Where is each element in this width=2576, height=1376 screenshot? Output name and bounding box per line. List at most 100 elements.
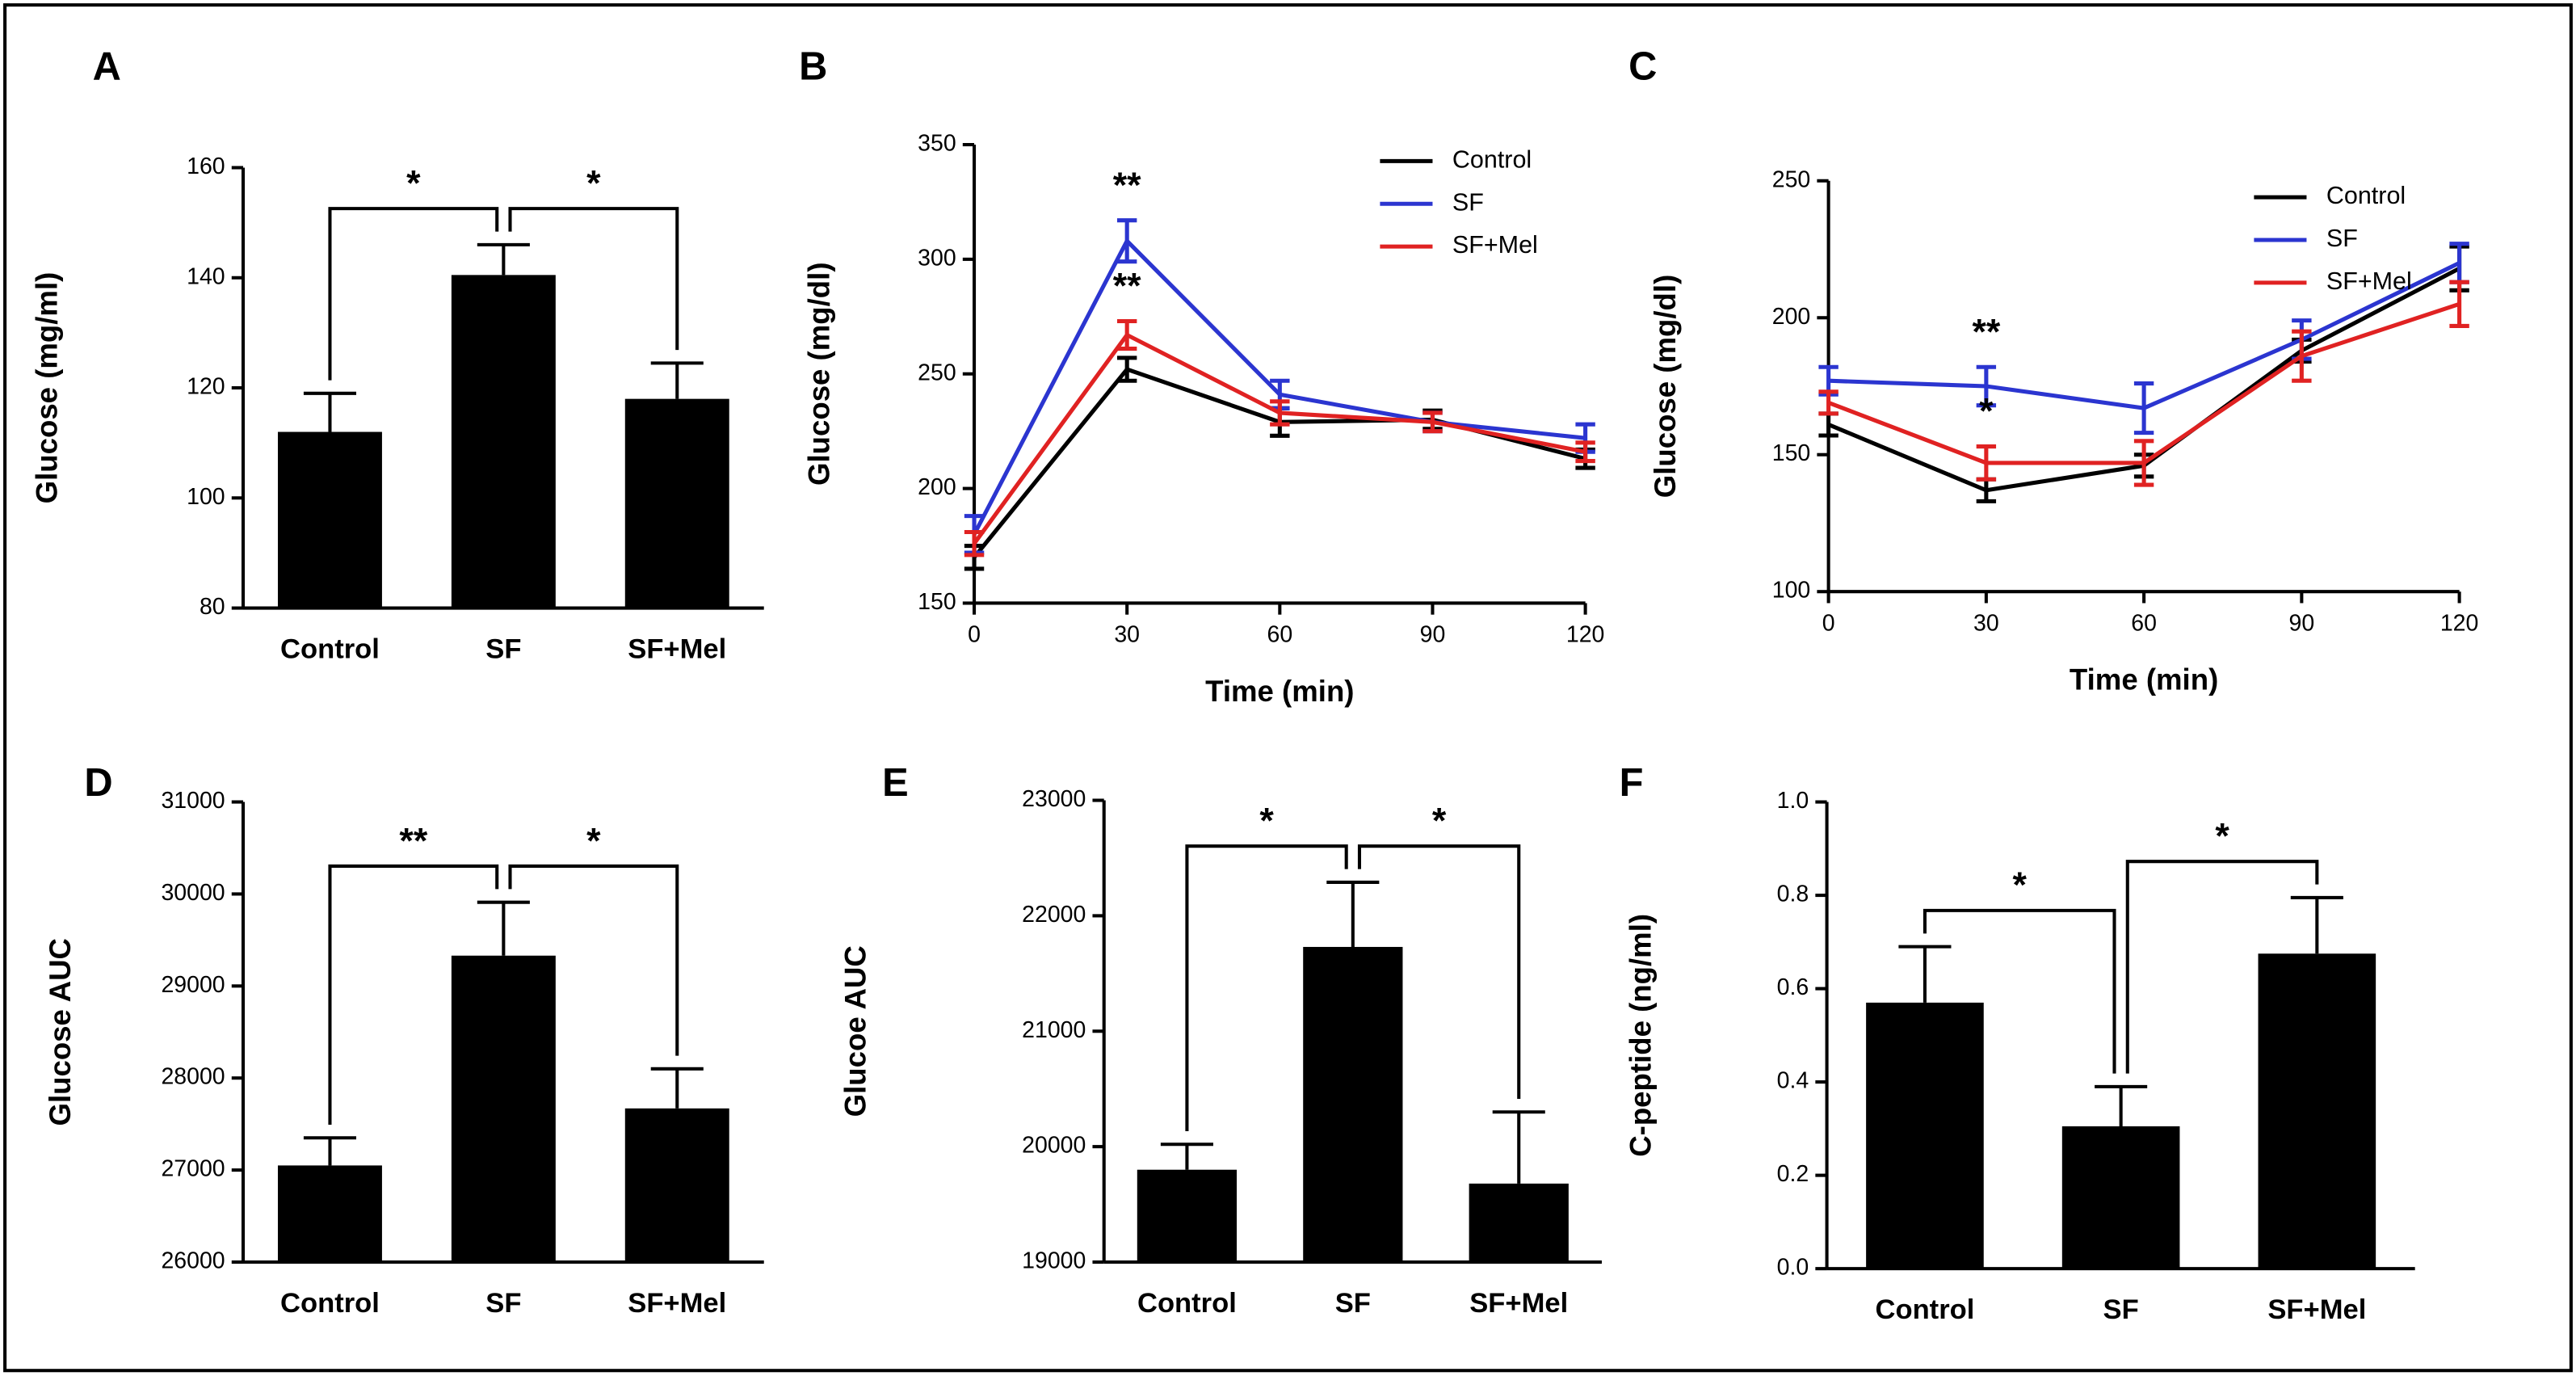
y-tick-label: 120 [187,374,225,400]
legend-label: SF+Mel [2326,267,2412,295]
significance-bracket [1357,844,1521,1100]
y-axis-title: Glucose AUC [44,938,77,1126]
x-tick-label: SF+Mel [628,634,726,665]
significance-bracket [328,207,499,381]
series-line [972,332,1586,545]
y-axis-title: Glucose (mg/dl) [1649,275,1682,499]
error-bar [1270,399,1290,427]
significance-label: * [1259,801,1274,841]
x-tick-label: 90 [1420,622,1446,648]
figure-border [3,3,2573,1373]
y-tick-label: 31000 [161,788,225,814]
significance-bracket [508,207,679,351]
significance-label: * [1979,391,1994,431]
error-bar [2449,280,2469,328]
error-bar [1116,218,1137,264]
x-tick-label: SF [485,1288,521,1319]
x-tick-label: 30 [1114,622,1140,648]
bar [1469,1183,1569,1263]
y-tick-label: 26000 [161,1248,225,1274]
significance-label: * [586,162,601,203]
y-tick-label: 0.6 [1777,974,1809,1000]
y-tick-label: 250 [1772,166,1811,192]
bar [1137,1169,1238,1263]
panel-label: F [1620,761,1644,805]
significance-bracket [2125,860,2319,1074]
y-tick-label: 30000 [161,880,225,906]
x-tick-label: Control [1137,1288,1237,1319]
legend-label: SF+Mel [1452,231,1538,259]
x-tick-label: SF [485,634,521,665]
error-bar [2133,439,2154,487]
x-tick-label: Control [280,634,380,665]
x-tick-label: 90 [2289,610,2315,636]
y-tick-label: 22000 [1022,902,1086,928]
error-bar [1422,410,1443,434]
y-axis-title: Glucoe AUC [838,945,872,1117]
bar [2061,1126,2180,1269]
y-tick-label: 21000 [1022,1017,1086,1043]
error-bar [2449,242,2469,284]
y-axis-title: Glucose (mg/ml) [31,272,64,504]
y-tick-label: 150 [918,589,956,615]
error-bar [1818,411,1838,438]
panel-label: D [84,761,112,805]
y-tick-label: 100 [187,484,225,510]
significance-label: * [406,162,421,203]
x-tick-label: Control [1876,1294,1975,1325]
error-bar [1976,364,1997,408]
legend-label: SF [2326,225,2358,252]
x-tick-label: Control [280,1288,380,1319]
x-tick-label: SF+Mel [1469,1288,1568,1319]
bar [277,431,382,608]
significance-label: ** [1972,311,2000,351]
panel-label: E [882,761,909,805]
significance-label: ** [1113,165,1141,205]
panel-label: B [799,44,827,88]
significance-bracket [328,864,499,1125]
error-bar [2292,329,2312,383]
y-tick-label: 0.4 [1777,1068,1809,1094]
bar [451,955,556,1263]
bar [624,398,729,608]
significance-label: ** [1113,266,1141,306]
x-tick-label: 60 [2131,610,2157,636]
y-tick-label: 0.0 [1777,1255,1809,1281]
significance-label: * [1432,801,1447,841]
legend-label: SF [1452,188,1484,216]
significance-label: * [2013,865,2028,905]
y-tick-label: 200 [1772,304,1811,330]
y-tick-label: 350 [918,131,956,157]
y-tick-label: 0.8 [1777,882,1809,907]
error-bar [1976,444,1997,482]
x-tick-label: SF [1335,1288,1371,1319]
error-bar [1575,440,1595,464]
y-tick-label: 28000 [161,1064,225,1090]
y-tick-label: 150 [1772,440,1811,466]
significance-bracket [1185,844,1348,1132]
bar [1303,946,1403,1263]
bar [2258,953,2376,1269]
bar [277,1165,382,1263]
y-tick-label: 29000 [161,972,225,998]
panel-label: C [1628,44,1657,88]
x-tick-label: SF [2103,1294,2139,1325]
y-tick-label: 100 [1772,578,1811,604]
x-tick-label: 0 [968,622,981,648]
bar [624,1108,729,1263]
x-tick-label: 120 [2440,610,2479,636]
y-axis-title: Glucose (mg/dl) [803,262,836,486]
x-axis-title: Time (min) [1205,675,1354,708]
significance-bracket [508,864,679,1056]
y-tick-label: 140 [187,263,225,289]
x-tick-label: 60 [1267,622,1292,648]
x-tick-label: 0 [1822,610,1835,636]
x-tick-label: SF+Mel [2267,1294,2366,1325]
panel-label: A [93,44,121,88]
y-tick-label: 160 [187,154,225,179]
y-tick-label: 0.2 [1777,1161,1809,1187]
significance-label: * [2215,816,2229,856]
y-tick-label: 80 [200,594,225,620]
